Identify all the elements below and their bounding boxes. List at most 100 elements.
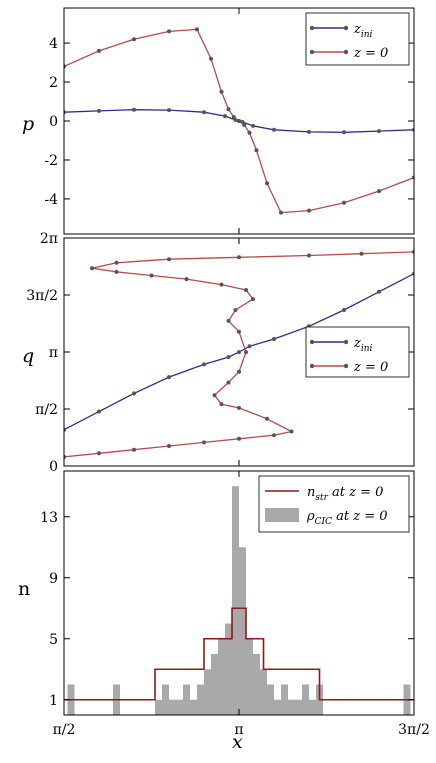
- y-tick-label: π: [49, 345, 58, 361]
- data-point: [132, 107, 136, 112]
- data-point: [184, 277, 189, 282]
- legend-marker: [343, 363, 349, 369]
- data-point: [251, 297, 255, 302]
- legend-marker: [309, 339, 315, 345]
- data-point: [237, 329, 241, 334]
- panel-middle: 0 π/2 π 3π/2 2π zini z = 0: [26, 231, 415, 475]
- data-point: [342, 130, 346, 135]
- data-point: [132, 447, 136, 452]
- legend-box: [305, 12, 410, 66]
- y-tick-label: -4: [44, 192, 58, 208]
- y-tick-label: π/2: [35, 402, 58, 418]
- data-point: [279, 210, 283, 215]
- legend-label: ρCIC at z = 0: [306, 509, 388, 527]
- histogram-bar: [239, 547, 246, 715]
- data-point: [247, 344, 252, 349]
- data-point: [237, 255, 241, 260]
- data-point: [97, 451, 101, 456]
- data-point: [377, 129, 381, 134]
- data-point: [272, 337, 276, 341]
- legend-label: zini: [353, 22, 373, 40]
- y-tick-label: 4: [49, 36, 58, 52]
- data-point: [244, 288, 248, 292]
- histogram-bar: [162, 684, 169, 715]
- data-point: [342, 200, 346, 205]
- histogram-bar: [267, 684, 274, 715]
- y-tick-label: -2: [44, 153, 58, 169]
- data-point: [237, 436, 241, 441]
- data-point: [237, 350, 241, 355]
- y-tick-label: 5: [49, 632, 58, 648]
- histogram-bar: [253, 654, 260, 715]
- data-point: [231, 115, 236, 120]
- histogram-bar: [155, 699, 162, 715]
- y-tick-label: 3π/2: [26, 288, 58, 304]
- data-point: [202, 440, 206, 445]
- data-point: [223, 114, 227, 119]
- histogram-bar: [218, 638, 225, 715]
- y-axis-label-bottom: n: [18, 578, 30, 600]
- histogram-bar: [197, 684, 204, 715]
- histogram-bar: [246, 638, 253, 715]
- histogram-bar: [183, 684, 190, 715]
- legend-marker: [343, 25, 349, 31]
- histogram-bar: [176, 699, 183, 715]
- data-point: [226, 318, 231, 323]
- histogram-bar: [281, 684, 288, 715]
- y-tick-label: 0: [49, 459, 58, 475]
- y-tick-label: 2π: [40, 231, 58, 247]
- data-point: [237, 119, 241, 123]
- panel-top: -4 -2 0 2 4 zini z = 0: [44, 7, 415, 235]
- x-tick-label: 3π/2: [398, 722, 430, 738]
- legend-marker: [343, 49, 349, 55]
- data-point: [342, 308, 346, 312]
- y-tick-label: 0: [49, 114, 58, 130]
- data-point: [251, 123, 255, 128]
- histogram-bar: [288, 699, 295, 715]
- data-point: [237, 369, 241, 374]
- histogram-bar: [204, 669, 211, 715]
- legend: nstr at z = 0 ρCIC at z = 0: [258, 475, 410, 533]
- legend-marker: [309, 49, 315, 55]
- histogram-bar: [260, 669, 267, 715]
- data-point: [359, 251, 364, 256]
- data-point: [265, 181, 269, 186]
- data-point: [97, 108, 101, 113]
- data-point: [307, 253, 311, 258]
- data-point: [307, 129, 311, 134]
- data-point: [272, 127, 276, 132]
- data-point: [167, 29, 171, 34]
- data-point: [212, 393, 217, 398]
- legend: zini z = 0: [305, 326, 410, 378]
- data-point: [202, 362, 206, 367]
- legend-marker: [309, 25, 315, 31]
- y-tick-label: 1: [49, 693, 58, 709]
- data-point: [219, 402, 224, 407]
- data-point: [195, 27, 199, 32]
- legend-swatch-histogram: [265, 508, 299, 522]
- data-point: [132, 391, 136, 396]
- y-tick-label: 9: [49, 571, 58, 587]
- data-point: [377, 189, 381, 194]
- data-point: [226, 380, 231, 385]
- data-point: [209, 56, 213, 61]
- legend-box: [305, 326, 410, 378]
- data-point: [167, 257, 171, 262]
- y-axis-label-middle: q: [22, 345, 34, 367]
- data-point: [289, 429, 294, 434]
- legend-box: [258, 475, 410, 533]
- data-point: [167, 108, 171, 113]
- data-point: [254, 148, 259, 153]
- step-line-n-str: [64, 607, 414, 701]
- data-point: [226, 107, 231, 112]
- x-axis-label: x: [232, 731, 243, 753]
- data-point: [114, 269, 119, 274]
- y-tick-label: 13: [40, 510, 58, 526]
- plot-area: [64, 27, 414, 215]
- histogram-bar: [309, 699, 316, 715]
- histogram-bar: [211, 654, 218, 715]
- plot-area: [64, 486, 414, 715]
- data-point: [167, 444, 171, 448]
- y-axis-label-top: p: [22, 113, 34, 135]
- legend: zini z = 0: [305, 12, 410, 66]
